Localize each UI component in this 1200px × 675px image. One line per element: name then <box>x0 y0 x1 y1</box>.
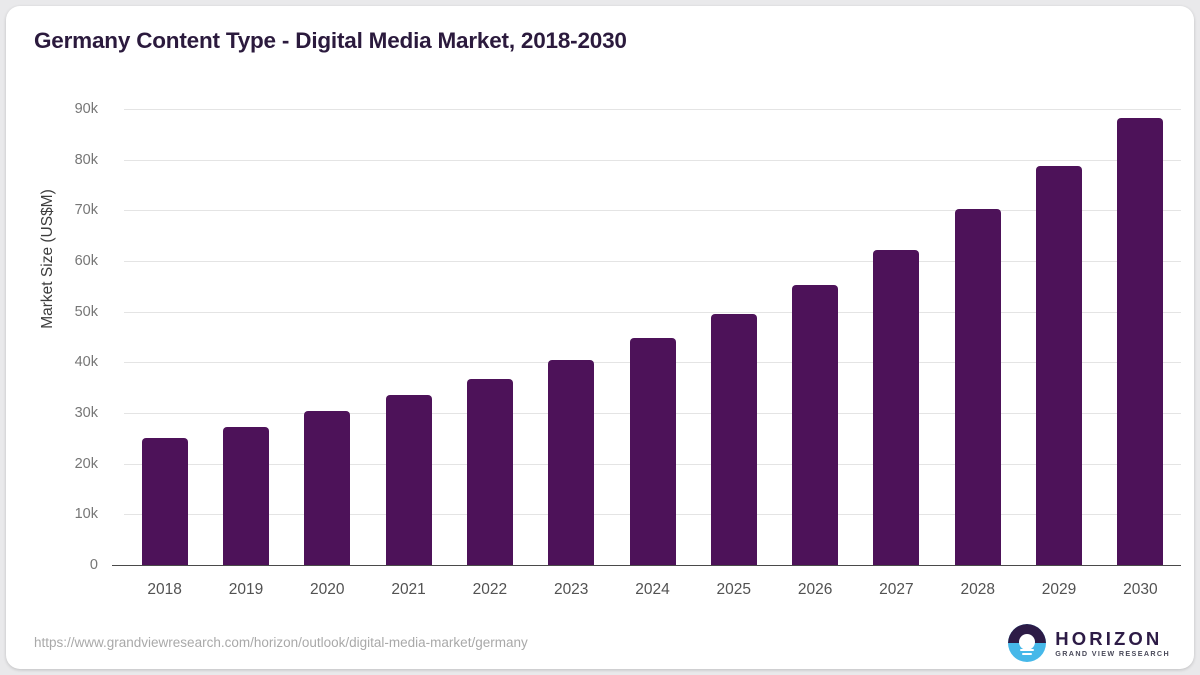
x-axis-tick-label: 2021 <box>391 581 426 598</box>
horizon-logo: HORIZON GRAND VIEW RESEARCH <box>1008 624 1170 662</box>
y-axis-tick-label: 70k <box>74 202 98 219</box>
x-axis-tick-label: 2023 <box>553 581 589 598</box>
gridline <box>124 109 1181 110</box>
logo-text-block: HORIZON GRAND VIEW RESEARCH <box>1055 627 1170 658</box>
chart-card: Germany Content Type - Digital Media Mar… <box>6 6 1194 669</box>
gridline <box>124 311 1181 313</box>
bar-2023[interactable] <box>548 359 595 565</box>
bar-2029[interactable] <box>1036 165 1083 565</box>
gridline <box>124 159 1181 161</box>
x-axis-tick-label: 2019 <box>228 581 264 598</box>
y-axis-tick-label: 60k <box>74 253 98 269</box>
x-axis-tick-label: 2024 <box>635 581 670 598</box>
x-axis-tick-label: 2028 <box>960 581 995 598</box>
bar-2021[interactable] <box>385 395 432 565</box>
logo-wordmark: HORIZON <box>1055 627 1163 649</box>
x-axis-tick-label: 2027 <box>879 581 914 598</box>
x-axis-tick-label: 2026 <box>797 581 833 598</box>
x-axis-tick-label: 2025 <box>716 581 752 598</box>
x-axis-tick-label: 2022 <box>472 581 508 598</box>
y-axis-tick-label: 30k <box>74 405 98 421</box>
bar-2025[interactable] <box>710 314 757 565</box>
x-axis-tick-label: 2030 <box>1123 581 1158 598</box>
y-axis-tick-label: 40k <box>74 354 98 371</box>
gridline <box>124 261 1181 262</box>
bar-2019[interactable] <box>222 426 269 565</box>
bar-2020[interactable] <box>304 410 351 565</box>
y-axis-tick-label: 0 <box>89 557 98 573</box>
x-axis-line <box>112 564 1181 566</box>
bar-2018[interactable] <box>141 438 188 565</box>
plot-area: 0 10k 20k 30k 40k 50k 60k 70k 80k 90k 2018 2019 2020… <box>75 101 1181 598</box>
x-axis-tick-label: 2018 <box>147 581 182 598</box>
bar-2024[interactable] <box>629 338 676 565</box>
bar-2022[interactable] <box>466 378 513 565</box>
y-axis-tick-label: 80k <box>74 151 98 168</box>
bar-2026[interactable] <box>792 285 839 565</box>
y-axis-tick-label: 50k <box>74 303 98 320</box>
y-axis-tick-label: 10k <box>74 506 98 523</box>
bar-2030[interactable] <box>1117 117 1164 565</box>
x-axis-tick-label: 2020 <box>310 581 345 598</box>
y-axis-tick-label: 90k <box>74 101 98 117</box>
bar-2028[interactable] <box>954 209 1001 565</box>
chart-plot-wrapper: Market Size (US$M) 0 10k 20k 30k 40k 50k 60k 70… <box>6 6 1194 669</box>
bar-2027[interactable] <box>873 249 920 565</box>
page-title: Germany Content Type - Digital Media Mar… <box>34 28 627 53</box>
horizon-logo-icon <box>1008 624 1047 662</box>
logo-subtitle: GRAND VIEW RESEARCH <box>1055 648 1170 658</box>
y-axis-tick-label: 20k <box>74 455 98 472</box>
gridline <box>124 210 1181 212</box>
x-axis-tick-label: 2029 <box>1041 581 1077 598</box>
source-url[interactable]: https://www.grandviewresearch.com/horizo… <box>34 635 528 650</box>
